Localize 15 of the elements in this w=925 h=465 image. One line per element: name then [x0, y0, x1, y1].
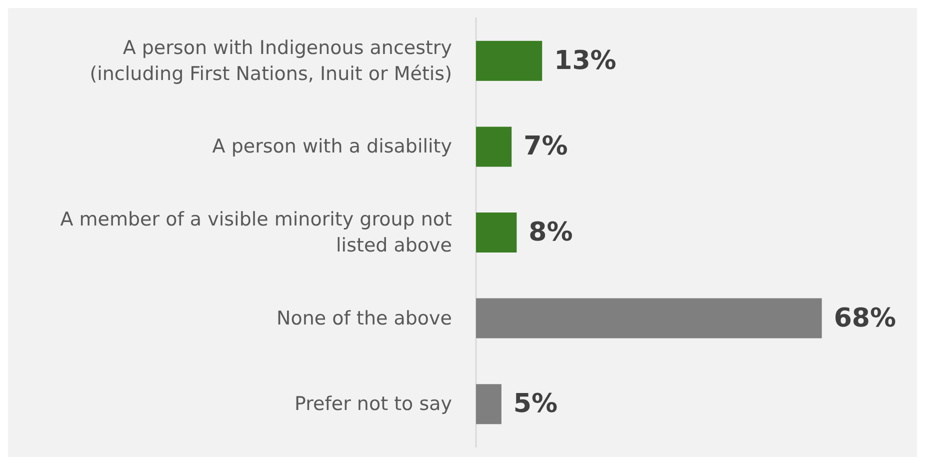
data-label: 13% — [554, 46, 616, 76]
bar — [476, 126, 512, 167]
data-label: 7% — [524, 132, 568, 162]
data-label: 5% — [513, 389, 558, 420]
y-tick-label: A member of a visible minority group not listed above — [60, 208, 452, 256]
y-tick-label: A person with Indigenous ancestry (including First Nations, Inuit or Métis) — [90, 36, 452, 85]
bar — [476, 298, 822, 338]
y-tick-label: Prefer not to say — [294, 393, 452, 416]
bar — [476, 384, 502, 424]
bar — [476, 212, 517, 252]
data-label: 68% — [834, 303, 896, 334]
bar — [476, 40, 542, 81]
y-tick-label: A person with a disability — [212, 136, 452, 158]
data-label: 8% — [528, 218, 573, 248]
y-tick-label: None of the above — [276, 307, 452, 330]
